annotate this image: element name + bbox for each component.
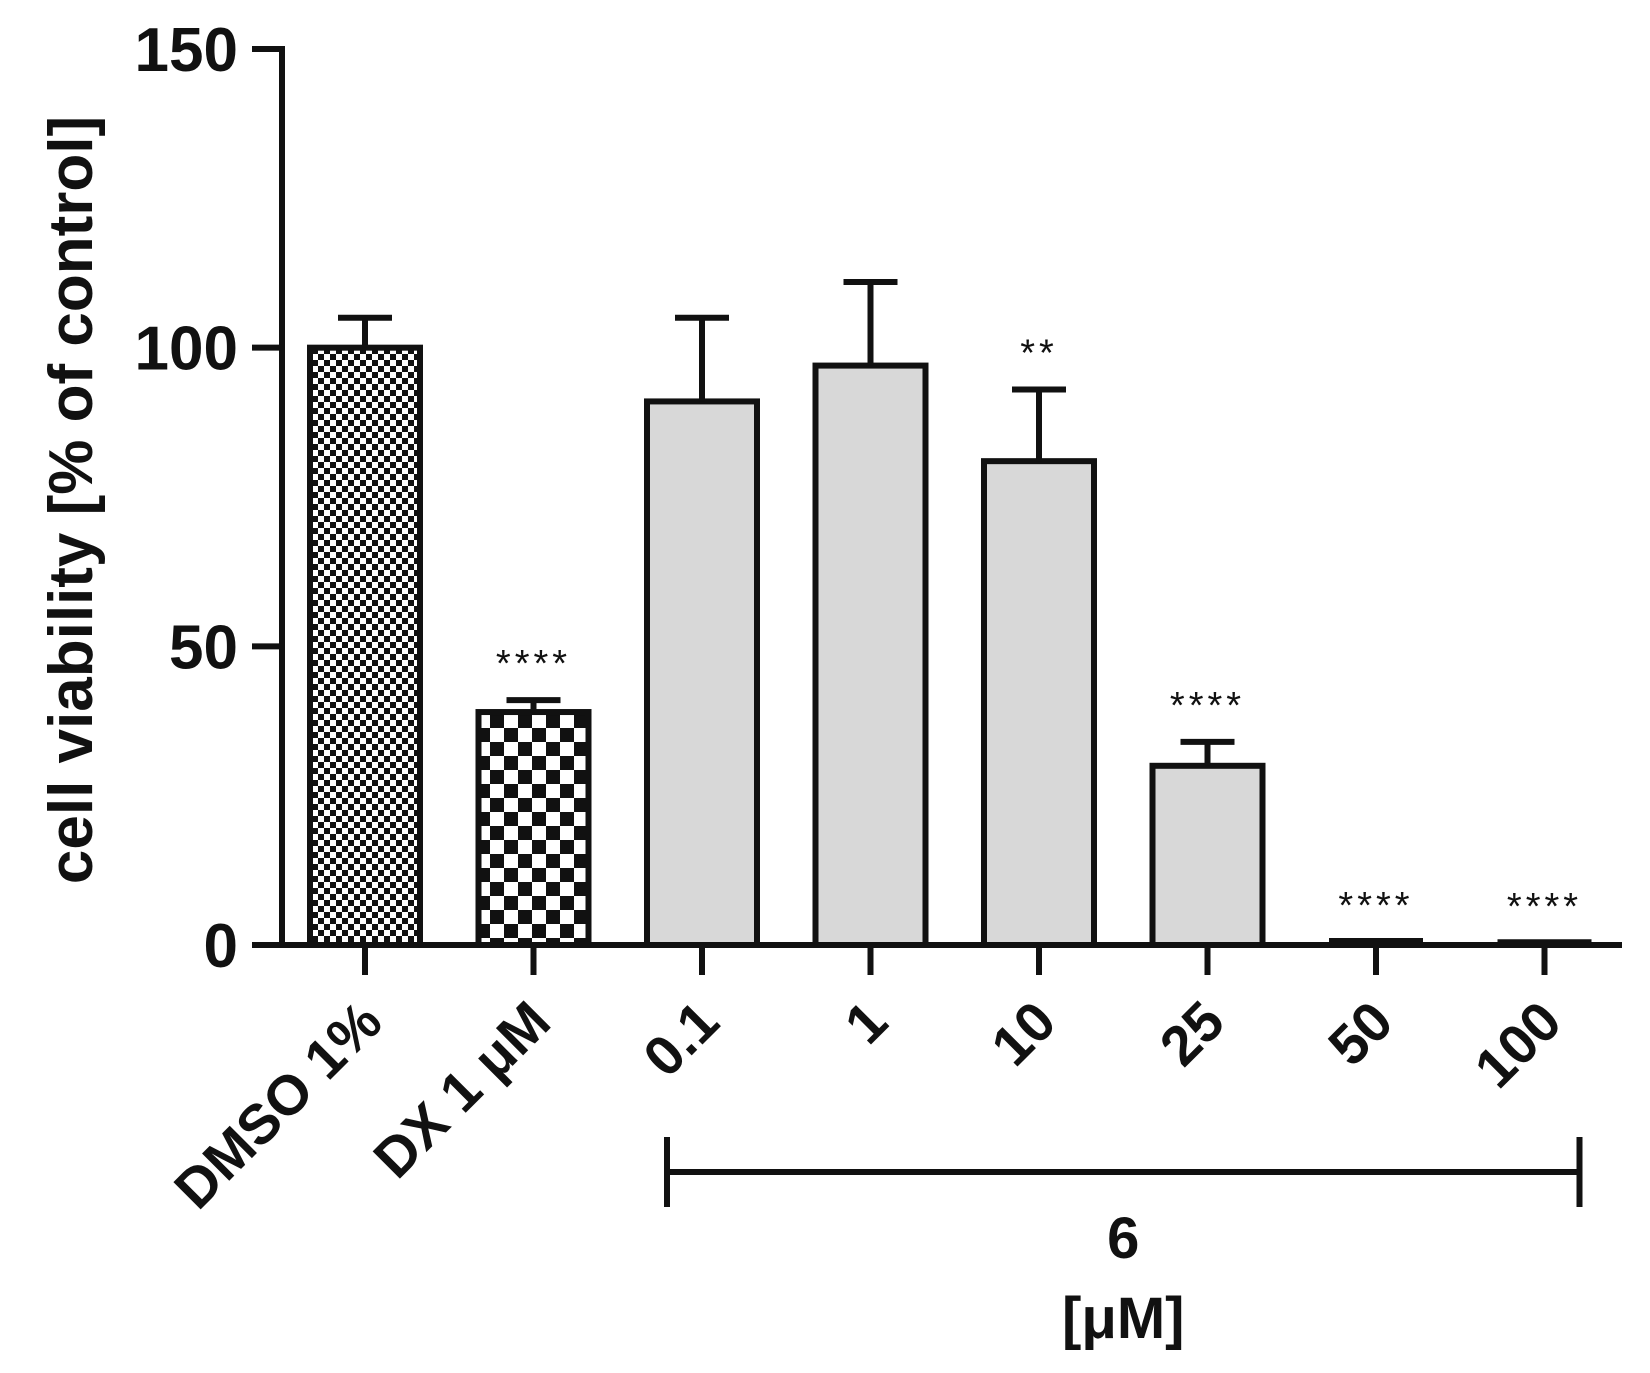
y-tick-label-0: 0 bbox=[204, 912, 238, 981]
y-tick-label-3: 150 bbox=[135, 16, 238, 85]
bar-3 bbox=[812, 362, 929, 948]
significance-label-4: ** bbox=[1020, 332, 1058, 374]
significance-label-5: **** bbox=[1170, 685, 1245, 727]
bar-4 bbox=[981, 458, 1097, 948]
bar-5 bbox=[1149, 762, 1266, 948]
x-tick-label-2: 0.1 bbox=[631, 989, 731, 1089]
x-tick-label-6: 50 bbox=[1316, 989, 1405, 1078]
x-tick-label-3: 1 bbox=[832, 989, 899, 1056]
group-unit-label: [μM] bbox=[1062, 1286, 1184, 1351]
x-tick-label-7: 100 bbox=[1462, 989, 1573, 1100]
x-tick-label-0: DMSO 1% bbox=[162, 989, 394, 1221]
group-label: 6 bbox=[1107, 1206, 1139, 1271]
x-tick-label-4: 10 bbox=[979, 989, 1068, 1078]
y-axis-label: cell viability [% of control] bbox=[37, 116, 106, 884]
x-tick-label-1: DX 1 μM bbox=[361, 989, 562, 1190]
bar-2 bbox=[644, 398, 760, 948]
y-tick-label-2: 100 bbox=[135, 315, 238, 384]
significance-label-6: **** bbox=[1338, 885, 1413, 927]
significance-label-7: **** bbox=[1507, 886, 1582, 928]
significance-label-1: **** bbox=[496, 643, 571, 685]
y-tick-label-1: 50 bbox=[169, 613, 238, 682]
bars bbox=[307, 278, 1592, 948]
x-tick-label-5: 25 bbox=[1147, 989, 1236, 1078]
bar-1 bbox=[475, 709, 592, 948]
bar-0 bbox=[307, 344, 423, 948]
axes bbox=[252, 46, 1622, 1207]
